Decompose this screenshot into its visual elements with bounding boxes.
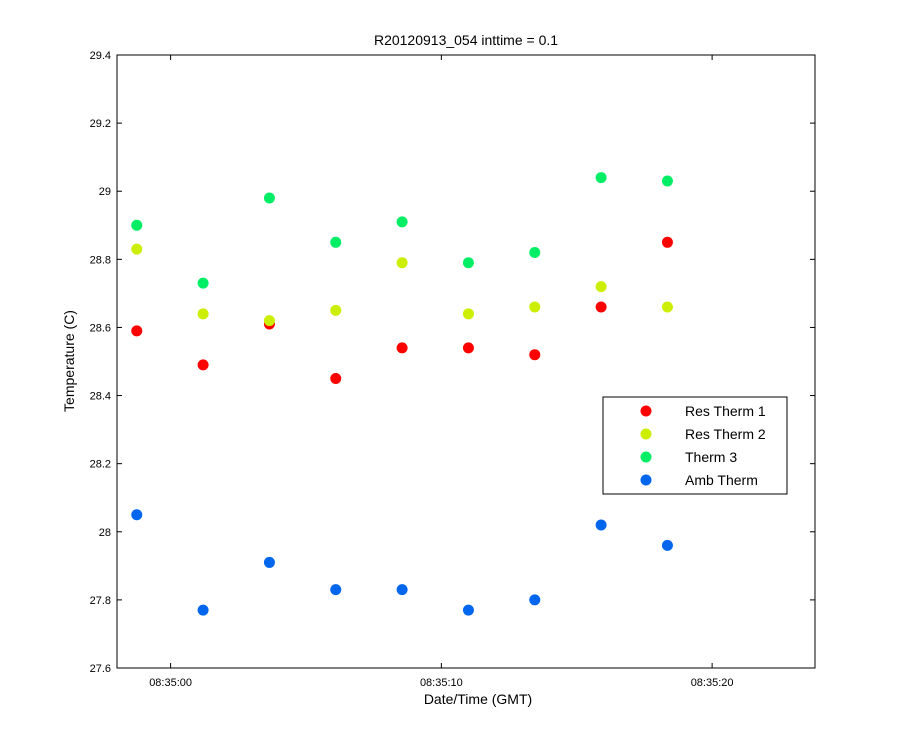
- plot-area: [116, 54, 816, 669]
- data-point: [661, 236, 673, 248]
- y-tick-label: 28.2: [90, 459, 111, 471]
- series-res-therm-1: [131, 236, 673, 385]
- data-point: [462, 604, 474, 616]
- data-point: [131, 243, 143, 255]
- data-point: [131, 325, 143, 337]
- data-point: [462, 257, 474, 269]
- data-point: [661, 175, 673, 187]
- chart-title: R20120913_054 inttime = 0.1: [374, 32, 558, 48]
- legend-marker: [640, 428, 652, 440]
- y-tick-label: 27.6: [90, 663, 111, 675]
- data-point: [529, 594, 541, 606]
- data-point: [595, 301, 607, 313]
- y-tick-label: 27.8: [90, 595, 111, 607]
- data-point: [396, 257, 408, 269]
- series-amb-therm: [131, 509, 673, 616]
- data-point: [661, 539, 673, 551]
- y-tick-label: 29: [99, 186, 111, 198]
- data-point: [595, 519, 607, 531]
- data-point: [529, 247, 541, 259]
- legend-marker: [640, 405, 652, 417]
- y-tick-label: 29.2: [90, 118, 111, 130]
- x-tick-label: 08:35:00: [149, 677, 192, 689]
- data-point: [197, 277, 209, 289]
- x-tick-label: 08:35:20: [691, 677, 734, 689]
- legend-entry: Therm 3: [685, 449, 737, 465]
- x-axis-label: Date/Time (GMT): [424, 691, 532, 707]
- legend: Res Therm 1 Res Therm 2 Therm 3 Amb Therm: [602, 396, 788, 495]
- data-point: [396, 584, 408, 596]
- data-point: [396, 342, 408, 354]
- legend-entry: Res Therm 1: [685, 403, 766, 419]
- data-point: [330, 584, 342, 596]
- data-point: [197, 308, 209, 320]
- data-point: [462, 342, 474, 354]
- data-point: [396, 216, 408, 228]
- data-point: [529, 301, 541, 313]
- data-point: [263, 192, 275, 204]
- y-axis-label: Temperature (C): [61, 310, 77, 412]
- data-point: [595, 172, 607, 184]
- y-tick-label: 28.8: [90, 254, 111, 266]
- legend-entry: Amb Therm: [685, 472, 758, 488]
- data-point: [131, 509, 143, 521]
- data-point: [661, 301, 673, 313]
- y-tick-label: 28: [99, 527, 111, 539]
- x-axis: 08:35:00 08:35:10 08:35:20: [149, 55, 734, 689]
- legend-entry: Res Therm 2: [685, 426, 766, 442]
- data-point: [595, 281, 607, 293]
- series-therm-3: [131, 172, 673, 289]
- data-point: [529, 349, 541, 361]
- legend-box: [602, 396, 788, 495]
- data-point: [330, 304, 342, 316]
- data-point: [263, 315, 275, 327]
- y-tick-label: 28.6: [90, 322, 111, 334]
- data-point: [330, 236, 342, 248]
- series-res-therm-2: [131, 243, 673, 327]
- y-tick-label: 29.4: [90, 50, 111, 62]
- data-points: [131, 172, 673, 616]
- x-tick-label: 08:35:10: [420, 677, 463, 689]
- legend-marker: [640, 474, 652, 486]
- y-tick-label: 28.4: [90, 391, 111, 403]
- y-axis: 27.6 27.8 28 28.2 28.4 28.6 28.8 29 29.2 29.4: [90, 50, 815, 675]
- data-point: [197, 604, 209, 616]
- data-point: [131, 219, 143, 231]
- legend-marker: [640, 451, 652, 463]
- data-point: [263, 556, 275, 568]
- data-point: [462, 308, 474, 320]
- data-point: [197, 359, 209, 371]
- data-point: [330, 373, 342, 385]
